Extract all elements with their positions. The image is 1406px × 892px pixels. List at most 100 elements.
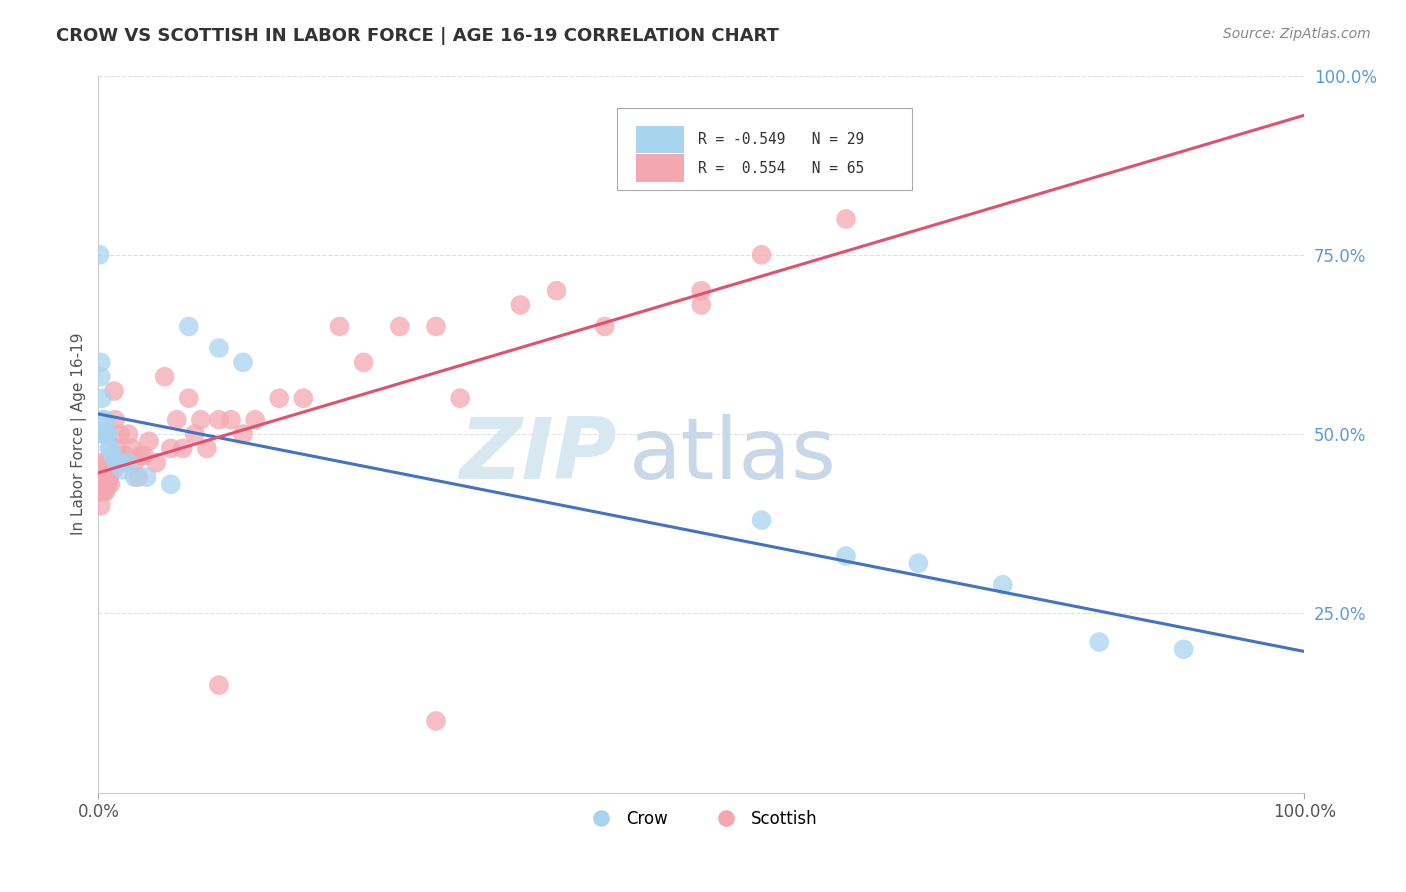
- Y-axis label: In Labor Force | Age 16-19: In Labor Force | Age 16-19: [72, 333, 87, 535]
- Point: [94, 470, 117, 484]
- Point: [124, 456, 146, 470]
- FancyBboxPatch shape: [617, 108, 912, 190]
- Point: [90, 355, 112, 369]
- Point: [159, 442, 181, 456]
- Text: CROW VS SCOTTISH IN LABOR FORCE | AGE 16-19 CORRELATION CHART: CROW VS SCOTTISH IN LABOR FORCE | AGE 16…: [56, 27, 779, 45]
- Point: [101, 449, 124, 463]
- Point: [91, 413, 114, 427]
- Point: [138, 434, 160, 449]
- Point: [91, 484, 114, 499]
- Point: [159, 477, 181, 491]
- Point: [100, 463, 122, 477]
- Point: [97, 427, 120, 442]
- Point: [96, 427, 118, 442]
- Legend: Crow, Scottish: Crow, Scottish: [578, 803, 825, 835]
- Point: [243, 413, 266, 427]
- Point: [208, 413, 231, 427]
- Point: [111, 463, 134, 477]
- Point: [111, 456, 134, 470]
- Point: [108, 456, 131, 470]
- Point: [96, 470, 118, 484]
- Point: [353, 355, 375, 369]
- Point: [107, 456, 129, 470]
- Point: [177, 319, 200, 334]
- Point: [208, 341, 231, 355]
- Point: [751, 248, 773, 262]
- Point: [425, 714, 447, 728]
- Point: [121, 442, 143, 456]
- Point: [219, 413, 242, 427]
- Point: [91, 470, 114, 484]
- Point: [97, 477, 120, 491]
- Text: atlas: atlas: [628, 414, 837, 497]
- Point: [593, 319, 616, 334]
- Point: [100, 456, 122, 470]
- Point: [100, 477, 122, 491]
- Text: R = -0.549   N = 29: R = -0.549 N = 29: [697, 132, 863, 147]
- Point: [546, 284, 568, 298]
- Point: [509, 298, 531, 312]
- Point: [232, 355, 254, 369]
- Point: [105, 456, 128, 470]
- Point: [134, 449, 156, 463]
- Point: [208, 678, 231, 692]
- Point: [425, 319, 447, 334]
- Point: [90, 369, 112, 384]
- Point: [100, 442, 122, 456]
- Point: [93, 427, 115, 442]
- Point: [1173, 642, 1195, 657]
- FancyBboxPatch shape: [636, 126, 685, 153]
- FancyBboxPatch shape: [636, 154, 685, 182]
- Point: [97, 463, 120, 477]
- Text: Source: ZipAtlas.com: Source: ZipAtlas.com: [1223, 27, 1371, 41]
- Point: [751, 513, 773, 527]
- Point: [103, 384, 125, 398]
- Point: [195, 442, 218, 456]
- Point: [91, 391, 114, 405]
- Point: [135, 470, 157, 484]
- Point: [153, 369, 176, 384]
- Point: [91, 427, 114, 442]
- Point: [124, 470, 146, 484]
- Point: [104, 413, 127, 427]
- Point: [907, 556, 929, 570]
- Point: [93, 484, 115, 499]
- Point: [129, 449, 152, 463]
- Point: [449, 391, 471, 405]
- Point: [91, 456, 114, 470]
- Point: [690, 298, 713, 312]
- Point: [232, 427, 254, 442]
- Point: [96, 477, 118, 491]
- Point: [172, 442, 194, 456]
- Text: R =  0.554   N = 65: R = 0.554 N = 65: [697, 161, 863, 176]
- Point: [166, 413, 188, 427]
- Point: [89, 248, 111, 262]
- Point: [1088, 635, 1111, 649]
- Point: [177, 391, 200, 405]
- Point: [91, 484, 114, 499]
- Point: [292, 391, 315, 405]
- Point: [145, 456, 167, 470]
- Point: [91, 470, 114, 484]
- Text: ZIP: ZIP: [460, 414, 617, 497]
- Point: [98, 470, 121, 484]
- Point: [690, 284, 713, 298]
- Point: [835, 549, 858, 563]
- Point: [108, 427, 131, 442]
- Point: [89, 484, 111, 499]
- Point: [991, 577, 1014, 591]
- Point: [127, 470, 149, 484]
- Point: [117, 427, 139, 442]
- Point: [269, 391, 291, 405]
- Point: [114, 449, 136, 463]
- Point: [93, 470, 115, 484]
- Point: [90, 499, 112, 513]
- Point: [90, 470, 112, 484]
- Point: [328, 319, 350, 334]
- Point: [98, 442, 121, 456]
- Point: [835, 211, 858, 226]
- Point: [94, 484, 117, 499]
- Point: [190, 413, 212, 427]
- Point: [101, 463, 124, 477]
- Point: [184, 427, 207, 442]
